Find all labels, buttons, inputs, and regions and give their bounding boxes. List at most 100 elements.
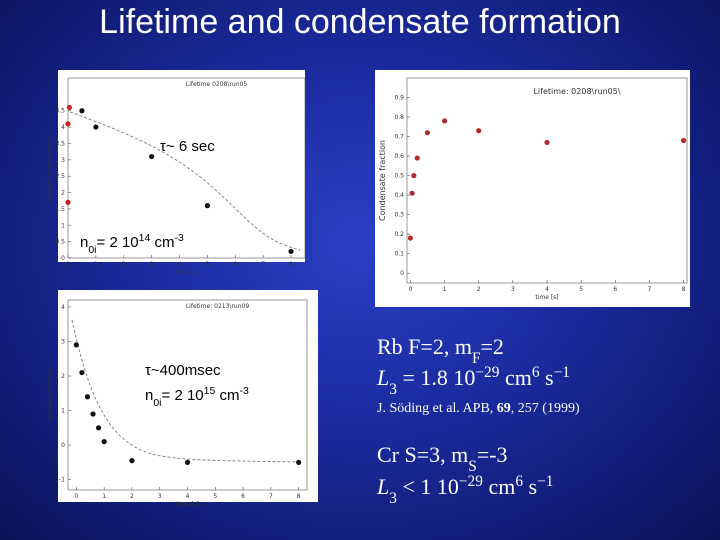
text-segment: < 1 10 [397,474,459,499]
x-tick-label: 4 [545,286,549,293]
x-axis-label: time [s] [176,501,199,508]
data-point [204,203,211,209]
text-segment: 0i [153,397,161,409]
x-tick-label: 3 [150,261,154,268]
x-tick-label: 2 [122,261,126,268]
y-tick-label: 0.1 [394,251,404,258]
data-point [544,139,550,146]
x-tick-label: 4 [186,493,190,500]
text-segment: cm [499,365,531,390]
data-point [296,459,302,465]
data-point [680,137,687,144]
text-line: Rb F=2, mF=2 [377,334,504,367]
y-tick-label: 0.4 [394,192,404,199]
x-tick-label: 5 [579,286,583,293]
y-tick-label: 0 [61,255,65,262]
data-point [65,199,71,205]
text-segment: −1 [554,364,570,381]
x-tick-label: 4 [178,261,182,268]
text-line: n0i= 2 1015 cm-3 [145,385,249,409]
y-tick-label: 2 [61,190,65,197]
text-segment: cm [215,387,239,404]
text-line: L3 = 1.8 10−29 cm6 s−1 [376,364,570,398]
text-segment: cm [483,474,515,499]
x-tick-label: 0 [66,261,70,268]
y-tick-label: -1 [59,477,65,484]
text-segment: τ~400msec [145,362,221,379]
x-tick-label: 1 [443,286,447,293]
y-tick-label: 2.5 [55,173,65,180]
data-point [407,235,414,241]
data-point [288,248,294,255]
plot-panel [58,70,305,262]
y-tick-label: 4 [61,304,65,311]
text-line: L3 < 1 10−29 cm6 s−1 [376,473,554,507]
y-tick-label: 0.5 [394,173,404,180]
x-axis-label: time [s] [535,294,558,301]
plot-frame [67,77,306,259]
plot-header: Lifetime: 0208\run05\ [533,87,620,96]
text-segment: 6 [515,473,523,490]
text-segment: = 2 10 [162,387,204,404]
text-segment: n [145,387,153,404]
y-tick-label: 0.9 [394,95,404,102]
fit-curve [69,111,301,251]
x-tick-label: 6 [241,493,245,500]
x-tick-label: 7 [261,261,265,268]
text-segment: J. Söding et al. APB, [377,401,497,416]
text-segment: −29 [475,364,499,381]
x-tick-label: 1 [102,493,106,500]
text-segment: 69 [497,401,511,416]
x-tick-label: 7 [269,493,273,500]
y-axis-label: number of atoms [47,369,54,421]
text-segment: F [472,350,481,367]
x-tick-label: 0 [409,286,413,293]
text-segment: =-3 [477,442,508,467]
text-segment: 3 [389,490,397,507]
x-tick-label: 8 [682,286,686,293]
plot-panel [375,70,690,307]
text-segment: L [376,365,389,390]
text-segment: Cr S=3, m [377,442,468,467]
text-segment: 0i [88,244,96,256]
data-point [441,118,448,124]
x-tick-label: 6 [233,261,237,268]
y-tick-label: 4 [61,124,65,131]
y-tick-label: 0.7 [394,134,404,141]
text-segment: 14 [139,232,151,244]
x-tick-label: 1 [94,261,98,268]
plot-header: Lifetime 0208\run05 [186,81,247,88]
text-segment: −1 [537,473,553,490]
text-segment: S [468,458,477,475]
plot-header: Lifetime: 0213\run09 [186,303,249,310]
y-tick-label: 0.3 [394,212,404,219]
y-axis-label: number of atoms in LL [47,134,54,202]
y-tick-label: 3 [61,338,65,345]
text-line: Cr S=3, mS=-3 [377,442,508,475]
data-point [66,104,72,111]
text-segment: =2 [481,334,504,359]
x-tick-label: 5 [213,493,217,500]
y-tick-label: 1 [61,408,65,415]
text-line: J. Söding et al. APB, 69, 257 (1999) [377,401,580,416]
y-tick-label: 3 [61,157,65,164]
data-point [73,342,79,348]
data-point [184,459,191,465]
x-tick-label: 7 [648,286,652,293]
y-tick-label: 3.5 [55,140,65,147]
y-tick-label: 0 [61,442,65,449]
data-point [414,155,420,161]
data-point [424,130,431,136]
text-line: n0i= 2 1014 cm-3 [80,232,184,256]
x-tick-label: 2 [130,493,134,500]
x-tick-label: 2 [477,286,481,293]
data-point [90,411,96,417]
text-segment: -3 [240,385,249,397]
text-segment: 15 [204,385,216,397]
data-point [476,128,482,134]
text-segment: -3 [175,232,184,244]
y-tick-label: 2 [61,373,65,380]
y-tick-label: 1 [61,222,65,229]
x-axis-label: time [s] [175,269,198,276]
x-tick-label: 0 [74,493,78,500]
